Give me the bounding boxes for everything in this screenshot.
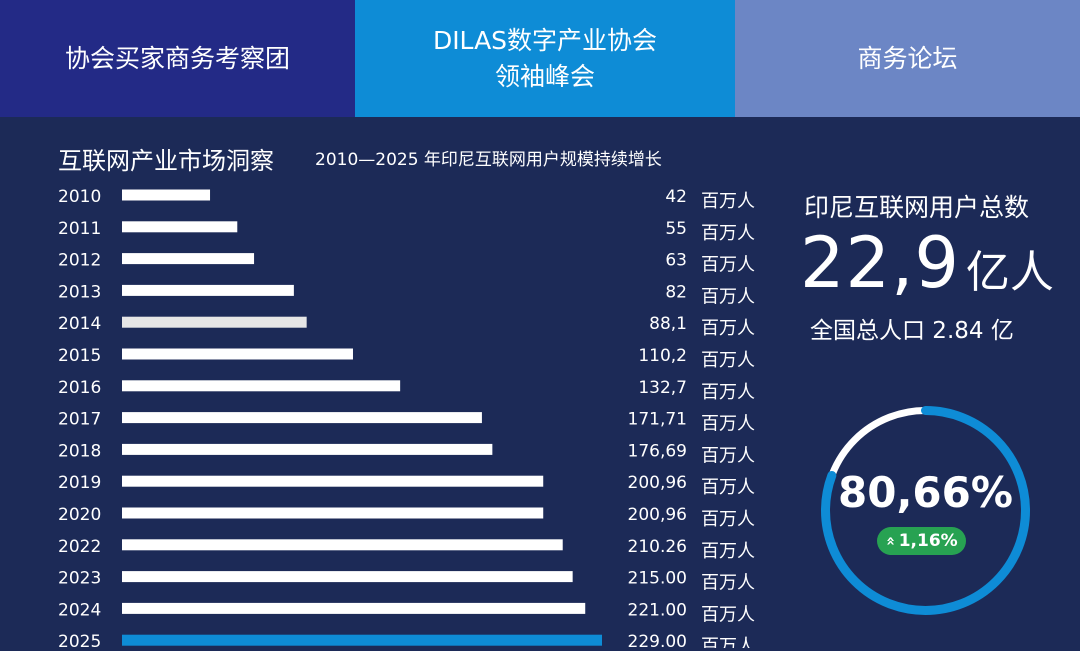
unit-label: 百万人 [701,286,755,307]
tab-label: 商务论坛 [857,43,958,73]
unit-label: 百万人 [701,573,755,594]
value-label: 82 [665,282,687,302]
growth-value: 1,16% [898,531,958,551]
value-label: 110,2 [638,346,687,366]
bar [122,412,482,424]
bar [122,221,238,233]
year-label: 2017 [58,410,101,430]
tab-label: DILAS数字产业协会 领袖峰会 [432,25,658,91]
unit-label: 百万人 [701,604,755,625]
year-label: 2025 [58,632,101,648]
bar [122,253,255,265]
year-label: 2013 [58,282,101,302]
chart-title: 互联网产业市场洞察 [58,147,274,175]
value-label: 132,7 [638,378,687,398]
value-label: 200,96 [628,505,687,525]
year-label: 2015 [58,346,101,366]
total-users-label: 印尼互联网用户总数 [804,193,1030,222]
year-label: 2012 [58,251,101,271]
bar [122,507,544,519]
unit-label: 百万人 [701,191,755,212]
double-chevron-up-icon: » [880,536,899,546]
unit-label: 百万人 [701,382,755,403]
value-label: 210.26 [628,537,687,557]
total-users: 22,9 亿人 [800,222,1054,304]
year-label: 2022 [58,537,101,557]
value-label: 176,69 [628,441,687,461]
unit-label: 百万人 [701,255,755,276]
population-text: 全国总人口 2.84 亿 [810,318,1014,344]
unit-label: 百万人 [701,509,755,530]
unit-label: 百万人 [701,541,755,562]
tab-label: 协会买家商务考察团 [64,43,290,73]
year-label: 2014 [58,314,101,334]
bar [122,189,211,201]
year-label: 2023 [58,569,101,589]
unit-label: 百万人 [701,445,755,466]
chart-subtitle: 2010—2025 年印尼互联网用户规模持续增长 [315,150,662,170]
value-label: 88,1 [649,314,687,334]
tab-business-forum[interactable]: 商务论坛 [735,0,1080,117]
bar [122,634,602,646]
year-label: 2020 [58,505,101,525]
tab-leaders-summit[interactable]: DILAS数字产业协会 领袖峰会 [355,0,735,117]
tab-buyer-delegation[interactable]: 协会买家商务考察团 [0,0,355,117]
unit-label: 百万人 [701,350,755,371]
unit-label: 百万人 [701,414,755,435]
value-label: 63 [665,251,687,271]
year-label: 2010 [58,187,101,207]
bar [122,380,401,392]
year-label: 2011 [58,219,101,239]
bar [122,348,353,360]
tab-bar: 协会买家商务考察团 DILAS数字产业协会 领袖峰会 商务论坛 [0,0,1080,117]
bar [122,284,294,296]
unit-label: 百万人 [701,636,755,648]
total-users-value: 22,9 [800,222,960,304]
bar-chart: 2010 42 百万人 2011 55 百万人 2012 63 百万人 2013 82 百万人 2014… [58,187,755,648]
bar [122,602,586,614]
penetration-value: 80,66% [838,468,1013,517]
year-label: 2019 [58,473,101,493]
bar [122,443,493,455]
value-label: 42 [665,187,687,207]
penetration-gauge [821,406,1030,615]
bar [122,475,544,487]
growth-badge: » 1,16% [877,527,966,555]
bar [122,539,563,551]
unit-label: 百万人 [701,318,755,339]
bar [122,316,307,328]
unit-label: 百万人 [701,477,755,498]
year-label: 2018 [58,441,101,461]
value-label: 229.00 [628,632,687,648]
value-label: 221.00 [628,600,687,620]
total-users-unit: 亿人 [965,247,1054,298]
value-label: 200,96 [628,473,687,493]
year-label: 2016 [58,378,101,398]
year-label: 2024 [58,600,101,620]
unit-label: 百万人 [701,223,755,244]
gauge-arc [821,406,1030,615]
value-label: 55 [665,219,687,239]
value-label: 215.00 [628,569,687,589]
bar [122,571,573,583]
value-label: 171,71 [628,410,687,430]
